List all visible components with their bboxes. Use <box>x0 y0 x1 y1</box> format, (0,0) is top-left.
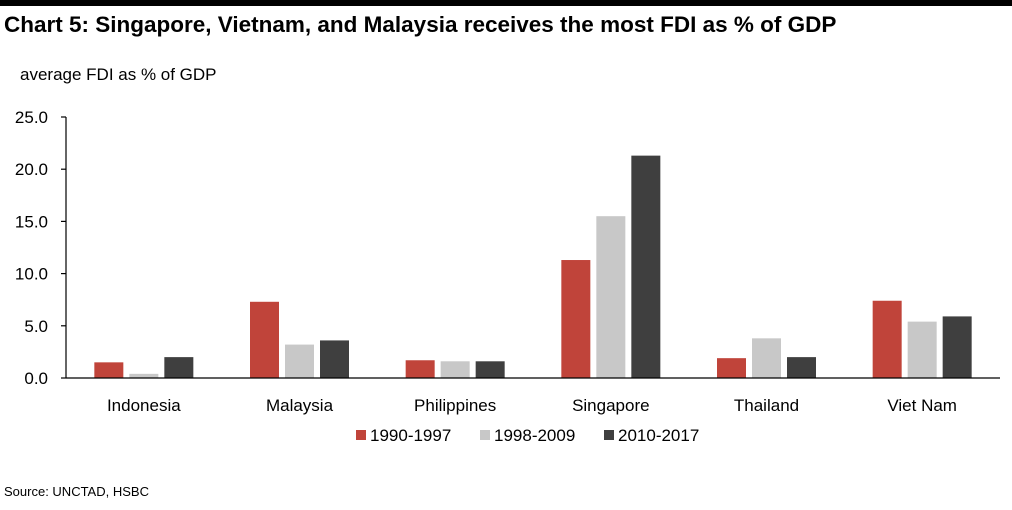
y-tick-label: 0.0 <box>24 369 48 388</box>
bar-indonesia-2010-2017 <box>164 357 194 378</box>
y-tick-label: 25.0 <box>15 108 48 127</box>
x-tick-label: Malaysia <box>266 396 334 415</box>
legend-swatch <box>356 430 366 440</box>
bar-singapore-1990-1997 <box>561 260 591 378</box>
y-tick-label: 15.0 <box>15 212 48 231</box>
bar-thailand-2010-2017 <box>787 357 816 378</box>
legend-label: 1990-1997 <box>370 426 451 445</box>
y-tick-label: 5.0 <box>24 317 48 336</box>
x-tick-label: Viet Nam <box>887 396 957 415</box>
bar-viet-nam-1990-1997 <box>872 300 902 378</box>
x-tick-label: Philippines <box>414 396 496 415</box>
top-rule <box>0 0 1012 6</box>
bars <box>94 155 972 378</box>
bar-thailand-1990-1997 <box>717 358 746 378</box>
bar-philippines-1998-2009 <box>440 361 470 378</box>
chart-title: Chart 5: Singapore, Vietnam, and Malaysi… <box>4 12 837 37</box>
x-tick-label: Singapore <box>572 396 650 415</box>
bar-singapore-2010-2017 <box>631 155 661 378</box>
legend-swatch <box>480 430 490 440</box>
bar-indonesia-1990-1997 <box>94 362 124 378</box>
source-note: Source: UNCTAD, HSBC <box>4 484 149 499</box>
x-tick-label: Indonesia <box>107 396 181 415</box>
bar-viet-nam-1998-2009 <box>907 321 937 378</box>
bar-thailand-1998-2009 <box>752 338 781 378</box>
bar-viet-nam-2010-2017 <box>942 316 972 378</box>
y-tick-label: 20.0 <box>15 160 48 179</box>
legend: 1990-1997 1998-2009 2010-2017 <box>356 426 699 445</box>
bar-malaysia-1990-1997 <box>250 301 279 378</box>
y-tick-label: 10.0 <box>15 265 48 284</box>
legend-label: 2010-2017 <box>618 426 699 445</box>
bar-philippines-1990-1997 <box>405 360 435 378</box>
x-tick-label: Thailand <box>734 396 799 415</box>
bar-indonesia-1998-2009 <box>129 373 159 378</box>
y-axis-label: average FDI as % of GDP <box>20 65 217 84</box>
y-axis: 0.0 5.0 10.0 15.0 20.0 25.0 <box>15 108 67 388</box>
legend-label: 1998-2009 <box>494 426 575 445</box>
bar-malaysia-1998-2009 <box>285 344 314 378</box>
bar-chart: average FDI as % of GDP 0.0 5.0 10.0 15.0 20… <box>15 65 1000 445</box>
bar-malaysia-2010-2017 <box>320 340 349 378</box>
x-axis: Indonesia Malaysia Philippines Singapore Tha… <box>66 377 1000 415</box>
bar-singapore-1998-2009 <box>596 216 626 378</box>
bar-philippines-2010-2017 <box>475 361 505 378</box>
legend-swatch <box>604 430 614 440</box>
